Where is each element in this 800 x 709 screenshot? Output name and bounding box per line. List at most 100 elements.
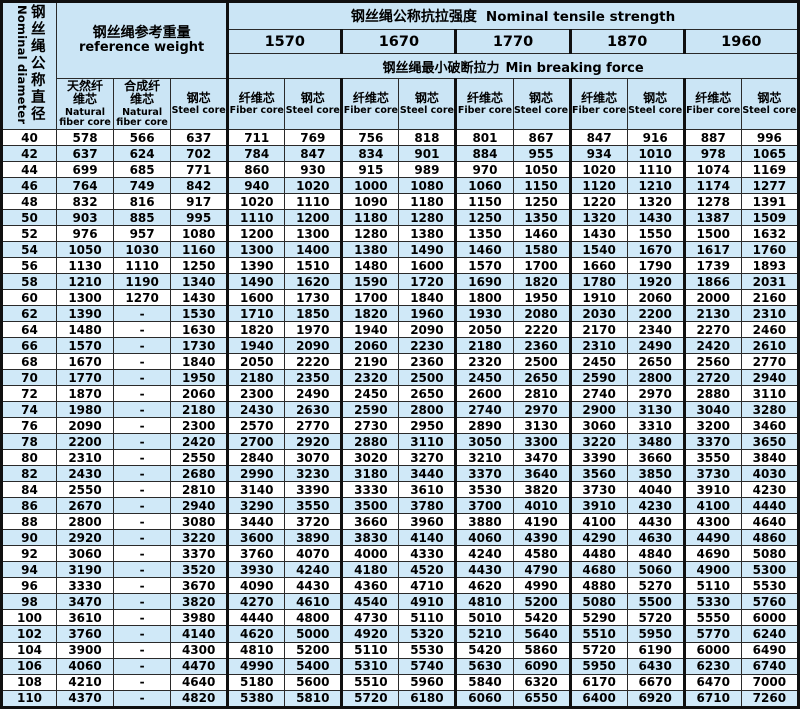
- value-cell: 1190: [113, 273, 172, 291]
- value-cell: 1060: [454, 177, 514, 195]
- value-cell: 5770: [682, 625, 742, 643]
- value-cell: 2840: [226, 449, 286, 467]
- value-cell: 3840: [740, 449, 800, 467]
- value-cell: 989: [398, 161, 457, 179]
- value-cell: 3470: [512, 449, 571, 467]
- value-cell: 2460: [740, 321, 800, 339]
- value-cell: 6190: [626, 641, 685, 659]
- value-cell: 1509: [740, 209, 800, 227]
- value-cell: 3370: [682, 433, 742, 451]
- value-cell: 1250: [512, 193, 571, 211]
- value-cell: 1391: [740, 193, 800, 211]
- value-cell: 1730: [284, 289, 343, 307]
- value-cell: 6000: [682, 641, 742, 659]
- value-cell: 1278: [682, 193, 742, 211]
- core-header-en: Steel core: [742, 105, 797, 116]
- value-cell: 6710: [682, 689, 742, 709]
- value-cell: 1180: [398, 193, 457, 211]
- diameter-cell: 110: [1, 689, 57, 709]
- value-cell: 3110: [398, 433, 457, 451]
- value-cell: 4230: [626, 497, 685, 515]
- steel-core-weight-en: Steel core: [171, 105, 226, 116]
- value-cell: 3610: [398, 481, 457, 499]
- value-cell: 1940: [340, 321, 400, 339]
- steel-core-weight-zh: 钢芯: [186, 90, 211, 105]
- value-cell: 4520: [398, 561, 457, 579]
- value-cell: 901: [398, 145, 457, 163]
- table-row: 40 578 566 637 711 769 756 818 801 867 847 916 887 99…: [1, 128, 800, 147]
- synthetic-fiber-core-en: Natural fiber core: [116, 106, 168, 128]
- core-header-en: Fiber core: [343, 105, 398, 116]
- value-cell: 2340: [626, 321, 685, 339]
- value-cell: 1174: [682, 177, 742, 195]
- value-cell: 1000: [340, 177, 400, 195]
- value-cell: 2950: [398, 417, 457, 435]
- value-cell: 2200: [626, 305, 685, 323]
- value-cell: 1050: [512, 161, 571, 179]
- value-cell: 1490: [398, 241, 457, 259]
- value-cell: 1480: [55, 321, 115, 339]
- value-cell: 4990: [226, 657, 286, 675]
- table-row: 42 637 624 702 784 847 834 901 884 955 934 1010 978 1…: [1, 145, 800, 163]
- value-cell: 832: [55, 193, 115, 211]
- nominal-diameter-zh: 钢丝绳公称直径: [28, 4, 45, 124]
- value-cell: 4370: [55, 689, 115, 709]
- value-cell: 1110: [226, 209, 286, 227]
- diameter-cell: 44: [1, 161, 57, 179]
- value-cell: 2740: [568, 385, 628, 403]
- value-cell: 1780: [568, 273, 628, 291]
- table-row: 96 3330-3670 4090 4430 4360 4710 4620 4990 4880 5…: [1, 577, 800, 595]
- value-cell: 2310: [568, 337, 628, 355]
- value-cell: 578: [55, 128, 115, 147]
- value-cell: 1460: [512, 225, 571, 243]
- value-cell: 1220: [568, 193, 628, 211]
- value-cell: 3070: [284, 449, 343, 467]
- value-cell: 6550: [512, 689, 571, 709]
- value-cell: 1150: [454, 193, 514, 211]
- table-row: 106 4060-4470 4990 5400 5310 5740 5630 6090 5950…: [1, 657, 800, 675]
- value-cell: -: [113, 353, 172, 371]
- core-header-en: Fiber core: [571, 105, 627, 116]
- value-cell: 2050: [454, 321, 514, 339]
- table-row: 44 699 685 771 860 930 915 989 970 1050 1020 1110 10…: [1, 161, 800, 179]
- value-cell: 6180: [398, 689, 457, 709]
- value-cell: -: [113, 465, 172, 483]
- value-cell: 5080: [740, 545, 800, 563]
- value-cell: 3280: [740, 401, 800, 419]
- diameter-cell: 92: [1, 545, 57, 563]
- value-cell: 2560: [682, 353, 742, 371]
- header-row-3: 钢丝绳最小破断拉力 Min breaking force: [2, 53, 799, 79]
- value-cell: 2170: [568, 321, 628, 339]
- steel-core-header: 钢芯 Steel core: [284, 78, 343, 130]
- value-cell: 1110: [626, 161, 685, 179]
- value-cell: -: [113, 609, 172, 627]
- diameter-cell: 40: [1, 128, 57, 147]
- core-header-zh: 纤维芯: [352, 90, 389, 105]
- value-cell: 1700: [340, 289, 400, 307]
- core-header-en: Steel core: [513, 105, 569, 116]
- diameter-cell: 60: [1, 289, 57, 307]
- value-cell: 4430: [626, 513, 685, 531]
- synthetic-fiber-core-weight-header: 合成纤 维芯 Natural fiber core: [113, 78, 172, 130]
- value-cell: 1940: [226, 337, 286, 355]
- value-cell: 2650: [512, 369, 571, 387]
- value-cell: 1510: [284, 257, 343, 275]
- value-cell: -: [113, 689, 172, 709]
- value-cell: 3700: [454, 497, 514, 515]
- value-cell: 4300: [170, 641, 229, 659]
- value-cell: -: [113, 561, 172, 579]
- value-cell: 2220: [512, 321, 571, 339]
- diameter-cell: 82: [1, 465, 57, 483]
- value-cell: 769: [284, 128, 343, 147]
- synthetic-fiber-core-zh: 合成纤 维芯: [124, 78, 161, 107]
- diameter-cell: 104: [1, 641, 57, 659]
- value-cell: 2800: [398, 401, 457, 419]
- value-cell: -: [113, 449, 172, 467]
- value-cell: 5060: [626, 561, 685, 579]
- value-cell: 1800: [454, 289, 514, 307]
- table-row: 92 3060-3370 3760 4070 4000 4330 4240 4580 4480 4…: [1, 545, 800, 563]
- tensile-strength-en: Nominal tensile strength: [485, 9, 676, 25]
- value-cell: 1970: [284, 321, 343, 339]
- value-cell: 2650: [398, 385, 457, 403]
- value-cell: 1200: [226, 225, 286, 243]
